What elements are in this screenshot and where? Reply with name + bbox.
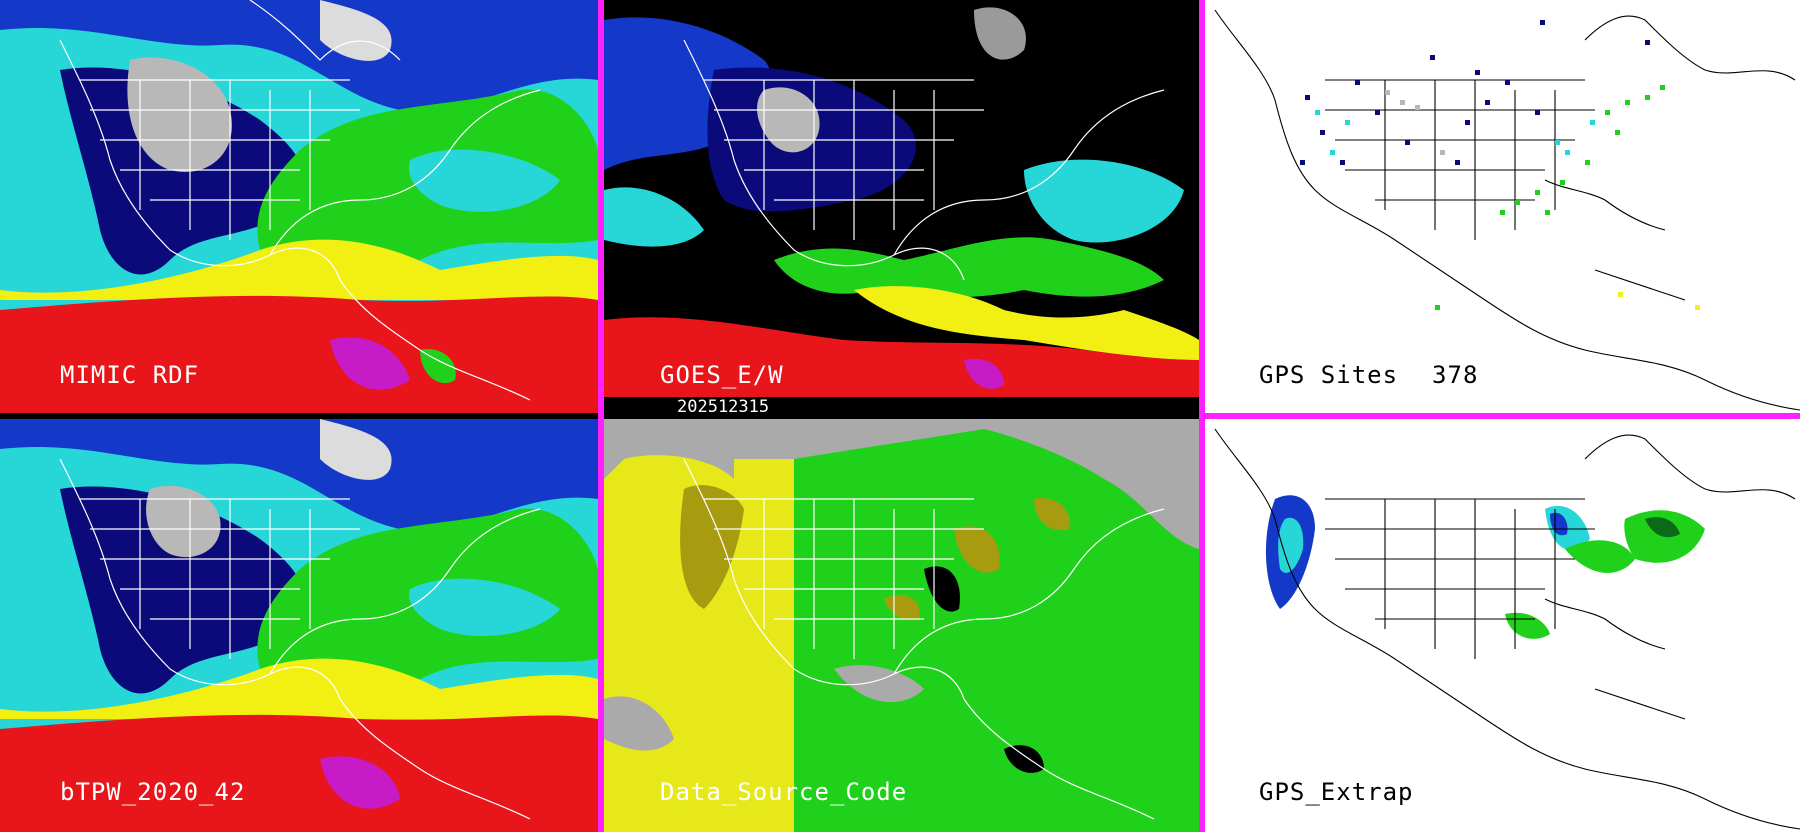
panel-label-gps-extrap: GPS_Extrap (1259, 778, 1414, 806)
divider-vertical-right (1199, 0, 1205, 832)
panel-goes-ew: GOES_E/W (604, 0, 1199, 397)
gps-sites-label: GPS Sites (1259, 361, 1399, 389)
gps-sites-map (1205, 0, 1800, 413)
panel-gps-sites: GPS Sites 378 (1205, 0, 1800, 413)
panel-label-data-source-code: Data_Source_Code (660, 778, 908, 806)
divider-horizontal (1205, 413, 1800, 419)
timestamp-bar: 202512315 (667, 397, 1223, 418)
panel-label-btpw: bTPW_2020_42 (60, 778, 246, 806)
panel-gps-extrap: GPS_Extrap (1205, 419, 1800, 832)
gps-sites-count: 378 (1432, 361, 1479, 389)
panel-data-source-code: Data_Source_Code (604, 419, 1199, 832)
gps-extrap-map (1205, 419, 1800, 832)
panel-label-goes-ew: GOES_E/W (660, 361, 784, 389)
tpw-map-mimic (0, 0, 598, 413)
panel-mimic-rdf: MIMIC RDF (0, 0, 598, 413)
panel-btpw: bTPW_2020_42 (0, 419, 598, 832)
data-source-map (604, 419, 1199, 832)
timestamp-text: 202512315 (677, 397, 770, 417)
panel-label-mimic-rdf: MIMIC RDF (60, 361, 200, 389)
tpw-map-btpw (0, 419, 598, 832)
divider-vertical-left (598, 0, 604, 832)
tpw-map-goes (604, 0, 1199, 397)
panel-label-gps-sites: GPS Sites 378 (1259, 361, 1478, 389)
